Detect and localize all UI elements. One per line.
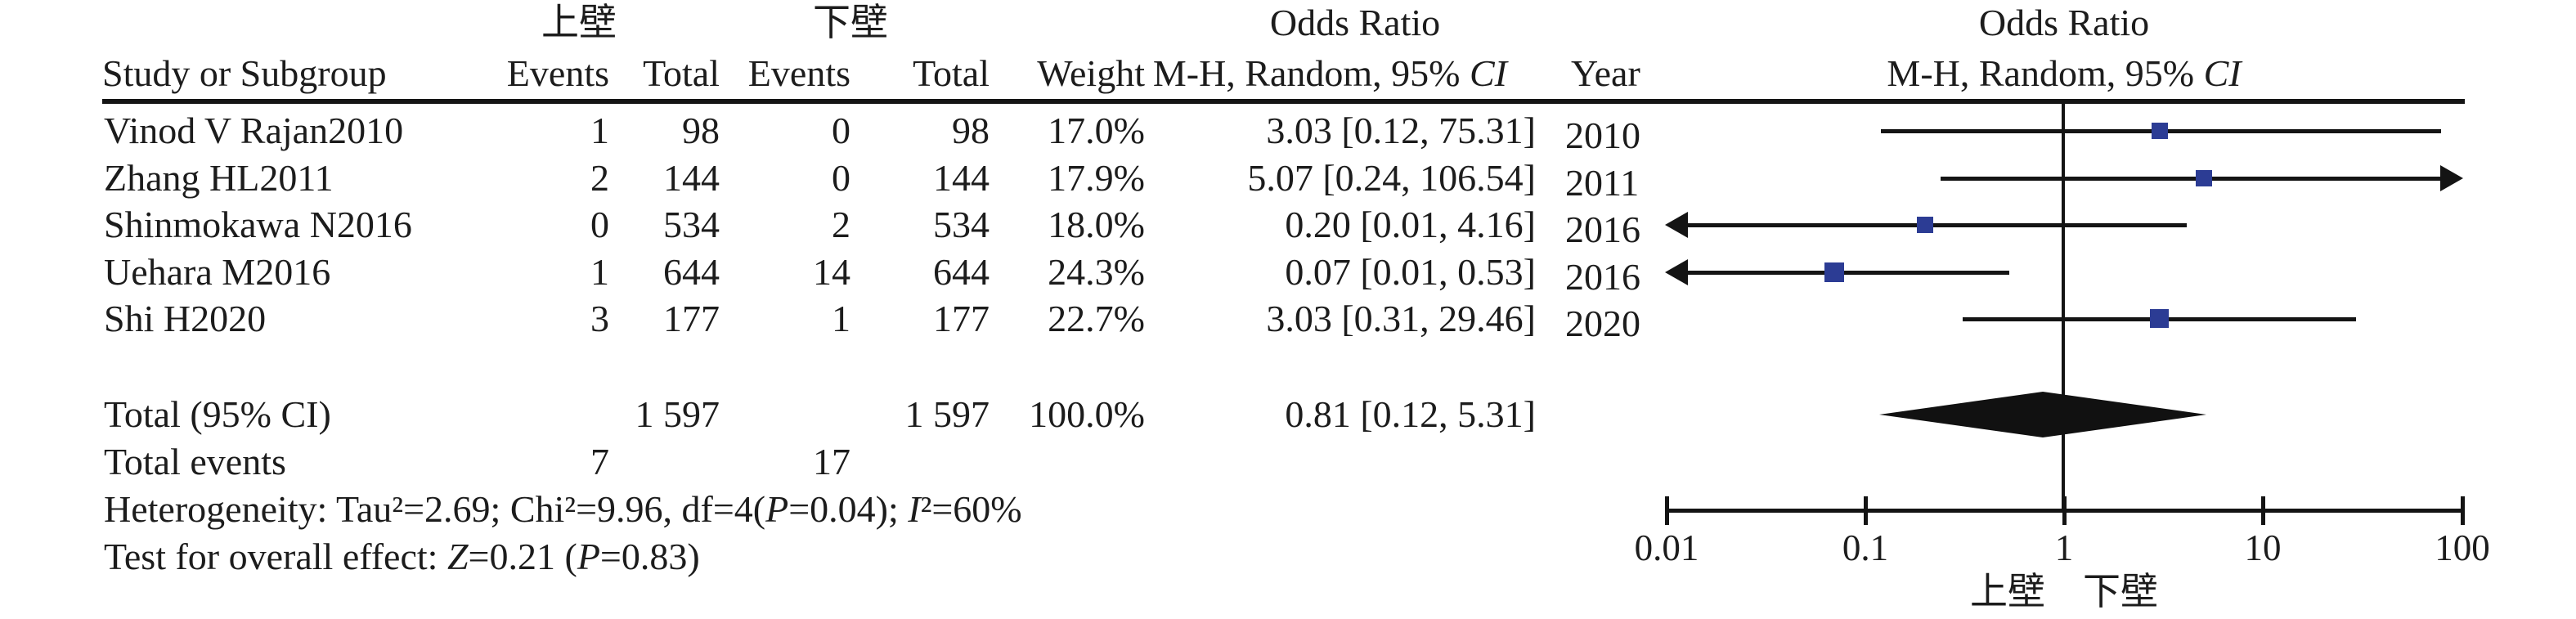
- total1-cell: 534: [663, 204, 720, 245]
- plot-header-mh-ci: M-H, Random, 95% CI: [1887, 52, 2242, 94]
- x-tick-label: 1: [2054, 527, 2074, 568]
- year-cell: 2016: [1565, 256, 1640, 298]
- total-weight: 100.0%: [1029, 393, 1145, 435]
- overall-effect-text: Test for overall effect: Z=0.21 (P=0.83): [104, 536, 700, 577]
- x-axis-group-labels: 上壁 下壁: [1970, 571, 2158, 612]
- or-ci-cell: 3.03 [0.12, 75.31]: [1266, 110, 1536, 151]
- odds-ratio-header-plot: Odds Ratio: [1978, 2, 2150, 43]
- ci-line: [1941, 177, 2444, 181]
- header-separator-line: [102, 99, 2465, 104]
- or-marker: [2152, 123, 2168, 139]
- x-tick: [1864, 496, 1868, 525]
- heterogeneity-text: Heterogeneity: Tau²=2.69; Chi²=9.96, df=…: [104, 488, 1022, 530]
- or-marker: [2150, 309, 2169, 328]
- col-header-year: Year: [1571, 52, 1640, 94]
- weight-cell: 18.0%: [1048, 204, 1145, 245]
- col-header-total2: Total: [913, 52, 990, 94]
- weight-cell: 24.3%: [1048, 251, 1145, 293]
- study-name: Zhang HL2011: [104, 157, 334, 199]
- ci-clipped-left-arrow: [1665, 259, 1688, 285]
- summary-diamond: [1879, 392, 2206, 437]
- col-header-events2: Events: [747, 52, 850, 94]
- year-cell: 2010: [1565, 114, 1640, 156]
- group2-label: 下壁: [813, 2, 888, 43]
- or-ci-cell: 0.07 [0.01, 0.53]: [1285, 251, 1536, 293]
- events1-cell: 0: [590, 204, 609, 245]
- total-total1: 1 597: [635, 393, 720, 435]
- x-tick-label: 10: [2244, 527, 2282, 568]
- or-marker: [2196, 170, 2212, 186]
- group1-label: 上壁: [541, 2, 617, 43]
- total-events1: 7: [590, 441, 609, 482]
- x-tick-label: 100: [2435, 527, 2490, 568]
- events2-cell: 0: [832, 110, 850, 151]
- events1-cell: 3: [590, 298, 609, 339]
- weight-cell: 22.7%: [1048, 298, 1145, 339]
- total-events2: 17: [813, 441, 850, 482]
- col-header-total1: Total: [643, 52, 720, 94]
- study-name: Vinod V Rajan2010: [104, 110, 404, 151]
- total-events-label: Total events: [104, 441, 286, 482]
- col-header-weight: Weight: [1037, 52, 1145, 94]
- total1-cell: 177: [663, 298, 720, 339]
- ci-line: [1683, 223, 2187, 227]
- total2-cell: 644: [933, 251, 990, 293]
- total1-cell: 98: [682, 110, 720, 151]
- x-tick: [2261, 496, 2265, 525]
- total-label: Total (95% CI): [104, 393, 331, 435]
- total1-cell: 144: [663, 157, 720, 199]
- total2-cell: 98: [952, 110, 990, 151]
- col-header-mh-ci: M-H, Random, 95% CI: [1152, 52, 1507, 94]
- events2-cell: 14: [813, 251, 850, 293]
- ci-clipped-left-arrow: [1665, 212, 1688, 238]
- events1-cell: 1: [590, 251, 609, 293]
- year-cell: 2020: [1565, 303, 1640, 344]
- or-marker: [1917, 217, 1933, 233]
- total2-cell: 144: [933, 157, 990, 199]
- ci-clipped-right-arrow: [2440, 165, 2463, 191]
- ci-line: [1683, 271, 2009, 275]
- study-name: Shinmokawa N2016: [104, 204, 412, 245]
- x-tick-label: 0.01: [1634, 527, 1699, 568]
- col-header-study: Study or Subgroup: [102, 52, 387, 94]
- odds-ratio-header-table: Odds Ratio: [1269, 2, 1441, 43]
- total2-cell: 534: [933, 204, 990, 245]
- events2-cell: 0: [832, 157, 850, 199]
- total2-cell: 177: [933, 298, 990, 339]
- study-name: Shi H2020: [104, 298, 267, 339]
- total-or-ci: 0.81 [0.12, 5.31]: [1285, 393, 1536, 435]
- x-tick: [2062, 496, 2067, 525]
- events2-cell: 2: [832, 204, 850, 245]
- no-effect-line: [2062, 104, 2065, 511]
- year-cell: 2016: [1565, 209, 1640, 250]
- events1-cell: 2: [590, 157, 609, 199]
- total1-cell: 644: [663, 251, 720, 293]
- events1-cell: 1: [590, 110, 609, 151]
- or-ci-cell: 3.03 [0.31, 29.46]: [1266, 298, 1536, 339]
- study-name: Uehara M2016: [104, 251, 331, 293]
- or-marker: [1824, 262, 1844, 282]
- col-header-events1: Events: [506, 52, 609, 94]
- total-total2: 1 597: [904, 393, 990, 435]
- weight-cell: 17.9%: [1048, 157, 1145, 199]
- or-ci-cell: 0.20 [0.01, 4.16]: [1285, 204, 1536, 245]
- x-tick: [1665, 496, 1669, 525]
- x-tick: [2461, 496, 2465, 525]
- year-cell: 2011: [1565, 162, 1640, 204]
- events2-cell: 1: [832, 298, 850, 339]
- weight-cell: 17.0%: [1048, 110, 1145, 151]
- x-tick-label: 0.1: [1842, 527, 1889, 568]
- or-ci-cell: 5.07 [0.24, 106.54]: [1247, 157, 1536, 199]
